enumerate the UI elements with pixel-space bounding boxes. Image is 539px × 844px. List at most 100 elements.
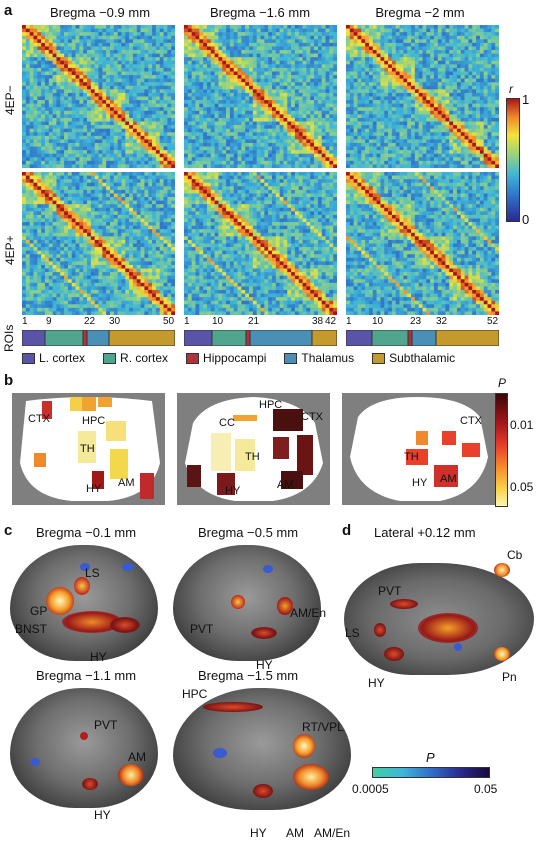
matrix-cell — [22, 42, 27, 47]
matrix-cell — [64, 67, 69, 72]
matrix-cell — [60, 42, 65, 47]
matrix-cell — [491, 96, 496, 101]
matrix-cell — [294, 150, 300, 155]
matrix-cell — [125, 96, 130, 101]
matrix-cell — [83, 32, 88, 37]
matrix-cell — [106, 182, 111, 187]
matrix-cell — [314, 135, 319, 140]
matrix-cell — [121, 139, 126, 144]
matrix-cell — [195, 53, 200, 58]
matrix-cell — [167, 32, 172, 37]
matrix-cell — [98, 35, 103, 40]
matrix-cell — [411, 100, 416, 104]
matrix-cell — [411, 67, 416, 72]
matrix-cell — [218, 28, 223, 33]
matrix-cell — [125, 32, 130, 37]
matrix-cell — [25, 32, 30, 37]
matrix-cell — [294, 164, 300, 168]
matrix-cell — [464, 142, 469, 147]
matrix-cell — [184, 67, 189, 72]
matrix-cell — [152, 100, 157, 104]
matrix-cell — [437, 25, 442, 29]
matrix-cell — [376, 82, 381, 87]
matrix-cell — [167, 164, 172, 168]
matrix-cell — [380, 160, 385, 165]
matrix-cell — [260, 42, 265, 47]
matrix-cell — [437, 42, 442, 47]
matrix-cell — [399, 142, 404, 147]
matrix-cell — [483, 25, 488, 29]
matrix-cell — [129, 60, 134, 65]
matrix-cell — [491, 107, 496, 112]
matrix-cell — [329, 146, 334, 151]
matrix-cell — [317, 35, 323, 40]
matrix-cell — [426, 28, 431, 33]
matrix-cell — [60, 57, 65, 62]
matrix-cell — [283, 103, 288, 108]
matrix-cell — [155, 146, 161, 151]
matrix-cell — [136, 175, 141, 180]
matrix-cell — [317, 60, 323, 65]
matrix-cell — [317, 67, 323, 72]
matrix-cell — [372, 96, 377, 101]
matrix-cell — [384, 25, 389, 29]
matrix-cell — [321, 53, 326, 58]
matrix-cell — [22, 182, 27, 187]
matrix-cell — [483, 107, 488, 112]
matrix-cell — [87, 172, 92, 176]
matrix-cell — [129, 121, 134, 126]
matrix-cell — [483, 28, 488, 33]
matrix-cell — [206, 110, 212, 115]
matrix-cell — [171, 103, 175, 108]
matrix-cell — [22, 28, 27, 33]
matrix-cell — [94, 125, 99, 129]
matrix-cell — [94, 132, 99, 137]
matrix-cell — [302, 28, 307, 33]
matrix-cell — [44, 153, 50, 158]
matrix-cell — [203, 150, 208, 155]
matrix-cell — [317, 39, 323, 44]
matrix-cell — [264, 157, 269, 162]
matrix-cell — [195, 89, 200, 94]
matrix-cell — [317, 46, 323, 51]
matrix-cell — [75, 92, 80, 97]
matrix-cell — [314, 103, 319, 108]
matrix-cell — [152, 46, 157, 51]
matrix-cell — [33, 164, 38, 168]
matrix-cell — [25, 114, 30, 119]
matrix-cell — [25, 172, 30, 176]
matrix-cell — [294, 103, 300, 108]
matrix-cell — [113, 125, 118, 129]
matrix-cell — [109, 114, 115, 119]
matrix-cell — [365, 121, 370, 126]
matrix-cell — [422, 46, 427, 51]
matrix-cell — [203, 100, 208, 104]
matrix-cell — [222, 53, 227, 58]
matrix-cell — [60, 96, 65, 101]
matrix-cell — [252, 160, 257, 165]
matrix-cell — [403, 82, 408, 87]
matrix-cell — [483, 60, 488, 65]
matrix-cell — [33, 50, 38, 54]
matrix-cell — [306, 85, 311, 90]
matrix-cell — [283, 153, 288, 158]
matrix-cell — [399, 25, 404, 29]
matrix-cell — [144, 96, 149, 101]
matrix-cell — [229, 121, 235, 126]
matrix-cell — [264, 96, 269, 101]
matrix-cell — [29, 82, 34, 87]
matrix-cell — [372, 46, 377, 51]
matrix-cell — [353, 121, 358, 126]
matrix-cell — [472, 100, 477, 104]
matrix-cell — [487, 28, 492, 33]
matrix-cell — [314, 139, 319, 144]
matrix-cell — [310, 153, 315, 158]
matrix-cell — [233, 114, 238, 119]
matrix-cell — [33, 132, 38, 137]
matrix-cell — [357, 75, 362, 79]
matrix-cell — [155, 182, 161, 187]
matrix-cell — [163, 121, 168, 126]
matrix-cell — [449, 50, 454, 54]
matrix-cell — [426, 153, 431, 158]
matrix-cell — [195, 114, 200, 119]
